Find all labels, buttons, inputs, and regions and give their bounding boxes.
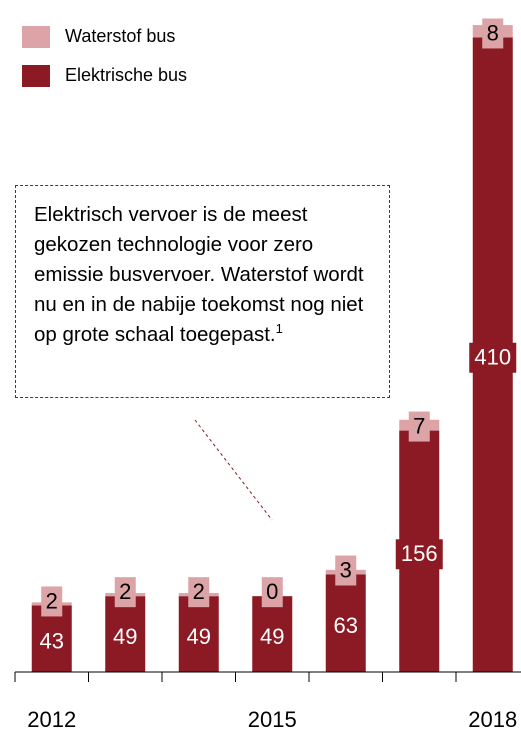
legend-swatch bbox=[22, 65, 50, 87]
value-label: 410 bbox=[474, 345, 511, 370]
annotation-text: Elektrisch vervoer is de meest gekozen t… bbox=[34, 203, 364, 346]
value-label-box bbox=[335, 555, 357, 586]
x-tick-label: 2012 bbox=[27, 707, 76, 732]
value-label-box bbox=[108, 622, 143, 653]
x-tick-label: 2018 bbox=[468, 707, 517, 732]
value-label-box bbox=[41, 586, 63, 617]
annotation: Elektrisch vervoer is de meest gekozen t… bbox=[15, 185, 390, 398]
value-label-box bbox=[261, 577, 283, 608]
legend-label: Elektrische bus bbox=[65, 65, 187, 85]
value-label-box bbox=[328, 611, 363, 642]
x-tick-label: 2015 bbox=[248, 707, 297, 732]
value-label: 0 bbox=[266, 579, 278, 604]
value-label: 2 bbox=[119, 579, 131, 604]
legend-swatch bbox=[22, 26, 50, 48]
value-label: 49 bbox=[113, 624, 137, 649]
value-label: 63 bbox=[334, 613, 358, 638]
value-label-box bbox=[255, 622, 290, 653]
value-label-box bbox=[469, 342, 517, 373]
annotation-footnote: 1 bbox=[275, 321, 283, 337]
value-label: 2 bbox=[46, 588, 58, 613]
value-label-box bbox=[408, 411, 430, 442]
annotation-pointer bbox=[194, 419, 273, 521]
value-label: 3 bbox=[340, 557, 352, 582]
value-label-box bbox=[34, 626, 69, 657]
value-label: 156 bbox=[401, 541, 438, 566]
value-label-box bbox=[181, 622, 216, 653]
value-label-box bbox=[482, 18, 504, 49]
value-label-box bbox=[188, 577, 210, 608]
value-label: 7 bbox=[413, 413, 425, 438]
value-label: 43 bbox=[40, 629, 64, 654]
value-label: 49 bbox=[187, 624, 211, 649]
value-label-box bbox=[114, 577, 136, 608]
value-label: 8 bbox=[487, 20, 499, 45]
value-label: 2 bbox=[193, 579, 205, 604]
value-label-box bbox=[395, 539, 443, 570]
value-label: 49 bbox=[260, 624, 284, 649]
legend-label: Waterstof bus bbox=[65, 26, 175, 46]
